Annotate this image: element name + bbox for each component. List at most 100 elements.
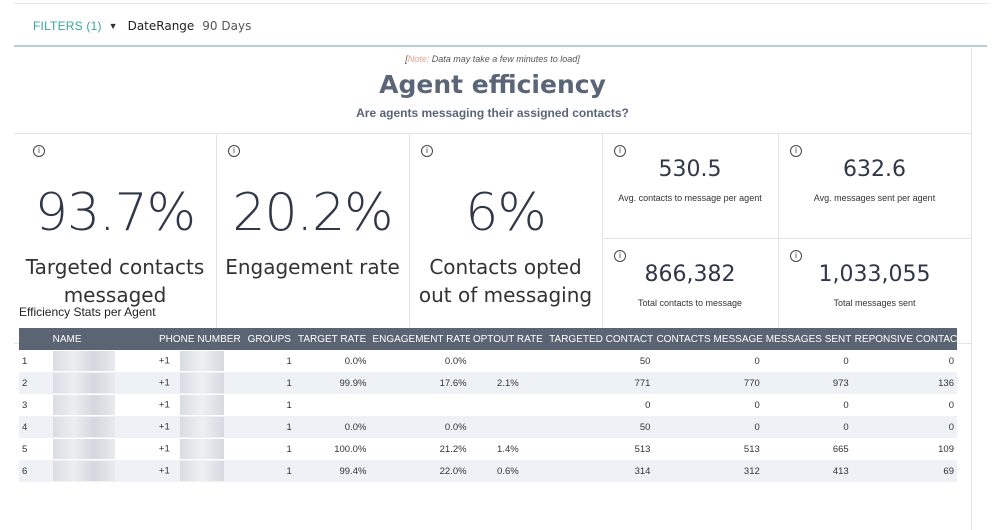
agent-name-redacted [50, 438, 156, 460]
column-header-messages-sent[interactable]: MESSAGES SENT [762, 328, 852, 350]
note-label: Note: [407, 54, 430, 64]
chevron-down-icon[interactable]: ▼ [108, 21, 118, 31]
table-row[interactable]: 5 +1 1 100.0% 21.2% 1.4% 513 513 665 109 [19, 438, 957, 460]
kpi-label: Total messages sent [833, 298, 916, 308]
note-text: Data may take a few minutes to load] [429, 54, 580, 64]
row-index: 5 [22, 443, 28, 455]
engagement-rate [369, 394, 469, 416]
info-icon[interactable]: i [421, 145, 433, 157]
agent-name-redacted [49, 372, 156, 394]
phone-number: +1 [155, 372, 244, 394]
phone-number: +1 [156, 350, 244, 372]
phone-number: +1 [155, 416, 244, 438]
kpi-divider-top [14, 133, 971, 134]
info-icon[interactable]: i [790, 250, 802, 262]
kpi-targeted-contacts: i 93.7% Targeted contacts messaged [14, 133, 216, 343]
target-rate: 0.0% [294, 416, 370, 438]
column-header-optout-rate[interactable]: OPTOUT RATE [469, 328, 547, 350]
column-header-groups[interactable]: GROUPS [243, 328, 295, 350]
filters-toggle[interactable]: FILTERS (1) [33, 19, 102, 33]
groups: 1 [243, 416, 295, 438]
phone-number: +1 [156, 394, 244, 416]
table-row[interactable]: 2 +1 1 99.9% 17.6% 2.1% 771 770 973 136 [19, 372, 957, 394]
column-header-responsive-contact[interactable]: REPONSIVE CONTACT [851, 328, 957, 350]
column-header-name[interactable]: NAME [49, 328, 156, 350]
kpi-contacts-opted-out: i 6% Contacts opted out of messaging [409, 133, 602, 343]
groups: 1 [243, 460, 295, 482]
info-icon[interactable]: i [614, 145, 626, 157]
page-title: Agent efficiency [379, 70, 606, 99]
responsive-contacts: 136 [851, 372, 957, 394]
info-icon[interactable]: i [228, 145, 240, 157]
messages-sent: 665 [832, 443, 849, 455]
kpi-label: Targeted contacts messaged [25, 255, 205, 307]
phone-redacted [179, 351, 224, 371]
messages-sent: 0 [843, 399, 849, 411]
target-rate: 99.9% [294, 372, 370, 394]
kpi-avg-messages: i 632.6 Avg. messages sent per agent [778, 133, 971, 238]
targeted-contacts: 513 [634, 443, 651, 455]
kpi-value: 632.6 [843, 157, 906, 182]
info-icon[interactable]: i [33, 145, 45, 157]
table-row[interactable]: 6 +1 1 99.4% 22.0% 0.6% 314 312 413 69 [19, 460, 957, 482]
kpi-value: 6% [465, 183, 547, 243]
kpi-label: Total contacts to message [637, 298, 743, 308]
kpi-avg-contacts: i 530.5 Avg. contacts to message per age… [602, 133, 778, 238]
kpi-divider [602, 238, 971, 239]
dashboard-panel: [Note: Data may take a few minutes to lo… [14, 48, 972, 530]
table-row[interactable]: 3 +1 1 0 0 0 0 [19, 394, 957, 416]
column-header-phone[interactable]: PHONE NUMBER [155, 328, 244, 350]
filter-bar: FILTERS (1) ▼ DateRange 90 Days [14, 8, 987, 47]
column-header-target-rate[interactable]: TARGET RATE [294, 328, 370, 350]
kpi-label: Avg. contacts to message per agent [618, 193, 762, 203]
filter-bar-underline [14, 45, 987, 47]
contacts-messaged: 770 [653, 372, 763, 394]
table-row[interactable]: 4 +1 1 0.0% 0.0% 50 0 0 0 [19, 416, 957, 438]
efficiency-table: NAME PHONE NUMBER GROUPS TARGET RATE ENG… [19, 328, 957, 482]
kpi-divider [216, 133, 217, 343]
row-index: 2 [19, 372, 50, 394]
phone-redacted [179, 439, 224, 459]
kpi-label: Engagement rate [225, 255, 400, 279]
kpi-label: Avg. messages sent per agent [813, 193, 936, 203]
column-header-contacts-message[interactable]: CONTACTS MESSAGE [653, 328, 763, 350]
groups: 1 [286, 399, 292, 411]
optout-rate [470, 350, 547, 372]
date-range-filter-value[interactable]: 90 Days [202, 19, 252, 33]
engagement-rate: 22.0% [369, 460, 470, 482]
responsive-contacts: 109 [938, 443, 954, 455]
optout-rate [470, 394, 547, 416]
targeted-contacts: 50 [639, 355, 651, 367]
targeted-contacts: 314 [546, 460, 654, 482]
kpi-value: 530.5 [658, 157, 722, 182]
responsive-contacts: 69 [851, 460, 957, 482]
info-icon[interactable]: i [614, 250, 626, 262]
optout-rate: 1.4% [497, 443, 519, 455]
kpi-value: 1,033,055 [818, 262, 931, 287]
targeted-contacts: 0 [645, 399, 651, 411]
target-rate: 100.0% [334, 443, 367, 455]
messages-sent: 0 [762, 416, 852, 438]
agent-name-redacted [49, 460, 156, 482]
engagement-rate: 0.0% [369, 416, 470, 438]
table-header-row: NAME PHONE NUMBER GROUPS TARGET RATE ENG… [19, 328, 957, 350]
responsive-contacts: 0 [851, 416, 957, 438]
date-range-filter-name[interactable]: DateRange [127, 19, 195, 33]
kpi-divider [409, 133, 410, 343]
contacts-messaged: 312 [653, 460, 763, 482]
kpi-total-contacts: i 866,382 Total contacts to message [602, 238, 778, 343]
phone-redacted [179, 395, 224, 415]
column-header[interactable] [19, 328, 50, 350]
targeted-contacts: 50 [546, 416, 654, 438]
agent-name-redacted [50, 350, 156, 372]
responsive-contacts: 0 [948, 355, 954, 367]
table-row[interactable]: 1 +1 1 0.0% 0.0% 50 0 0 0 [19, 350, 957, 372]
engagement-rate: 17.6% [369, 372, 470, 394]
load-note: [Note: Data may take a few minutes to lo… [405, 54, 580, 64]
target-rate [295, 394, 370, 416]
row-index: 1 [22, 355, 28, 367]
info-icon[interactable]: i [790, 145, 802, 157]
row-index: 3 [22, 399, 28, 411]
column-header-engagement-rate[interactable]: ENGAGEMENT RATE [369, 328, 470, 350]
column-header-targeted-contact[interactable]: TARGETED CONTACT [546, 328, 654, 350]
